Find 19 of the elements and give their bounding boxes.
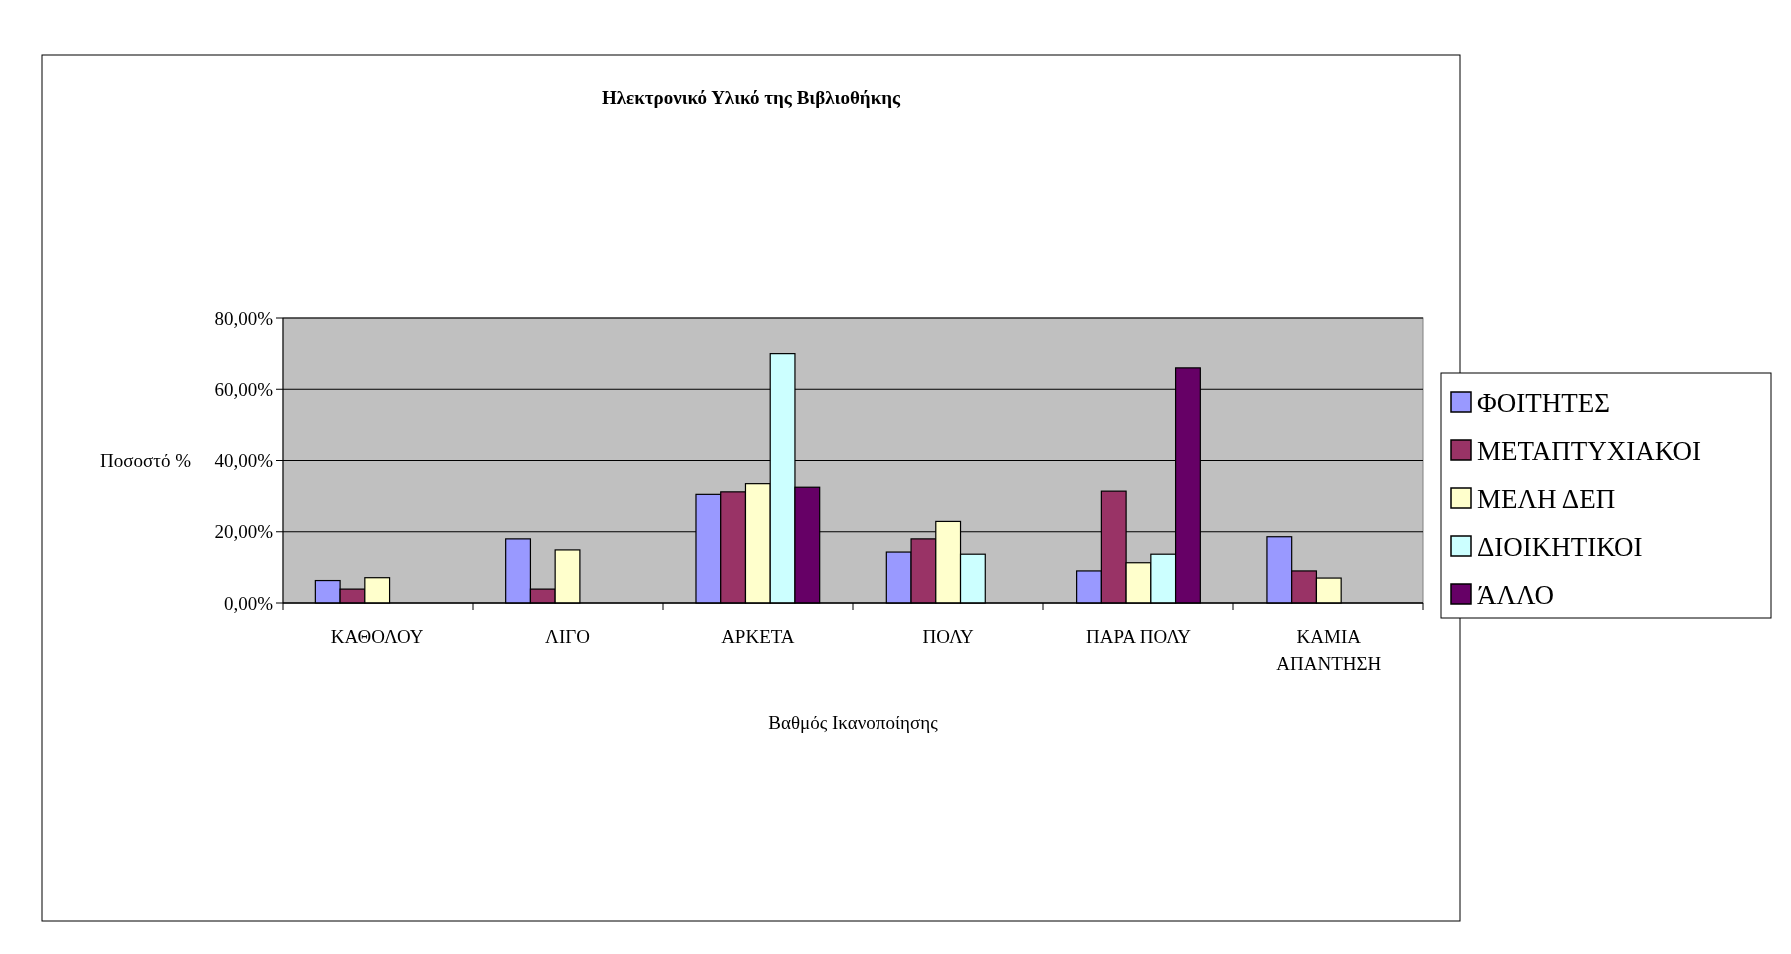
- y-tick-label: 20,00%: [214, 521, 274, 543]
- legend-label: ΦΟΙΤΗΤΕΣ: [1477, 388, 1610, 419]
- legend-label: ΜΕΛΗ ΔΕΠ: [1477, 484, 1616, 515]
- chart-title: Ηλεκτρονικό Υλικό της Βιβλιοθήκης: [602, 87, 901, 108]
- x-tick-label: ΛΙΓΟ: [545, 626, 590, 647]
- x-axis-title: Βαθμός Ικανοποίησης: [768, 712, 939, 733]
- y-axis-title: Ποσοστό %: [100, 450, 192, 472]
- x-tick-label: ΑΡΚΕΤΑ: [721, 626, 795, 647]
- x-tick-label: ΚΑΜΙΑ ΑΠΑΝΤΗΣΗ: [1276, 626, 1382, 674]
- y-tick-label: 0,00%: [223, 592, 274, 614]
- legend-label: ΆΛΛΟ: [1477, 580, 1555, 611]
- x-tick-label: ΠΟΛΥ: [922, 626, 975, 647]
- x-tick-label: ΚΑΘΟΛΟΥ: [330, 626, 424, 647]
- legend-label: ΜΕΤΑΠΤΥΧΙΑΚΟΙ: [1477, 436, 1701, 467]
- y-tick-label: 60,00%: [214, 378, 274, 400]
- x-tick-label: ΠΑΡΑ ΠΟΛΥ: [1086, 626, 1192, 647]
- y-tick-label: 40,00%: [214, 450, 274, 472]
- y-tick-label: 80,00%: [214, 307, 274, 329]
- legend-label: ΔΙΟΙΚΗΤΙΚΟΙ: [1477, 532, 1643, 563]
